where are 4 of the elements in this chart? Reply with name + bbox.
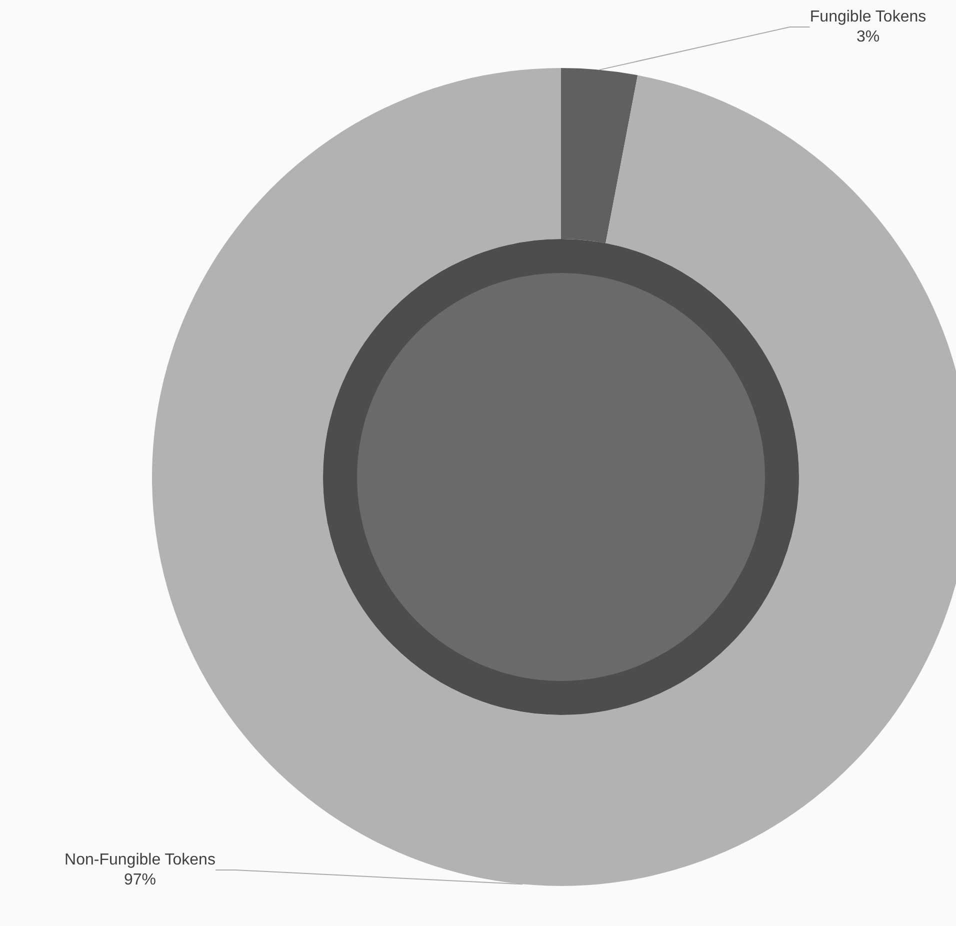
data-label: 3% [856, 28, 880, 46]
data-label: 97% [124, 872, 156, 888]
slice-label: Fungible Tokens [810, 8, 926, 26]
slice-label: Non-Fungible Tokens [64, 852, 216, 868]
